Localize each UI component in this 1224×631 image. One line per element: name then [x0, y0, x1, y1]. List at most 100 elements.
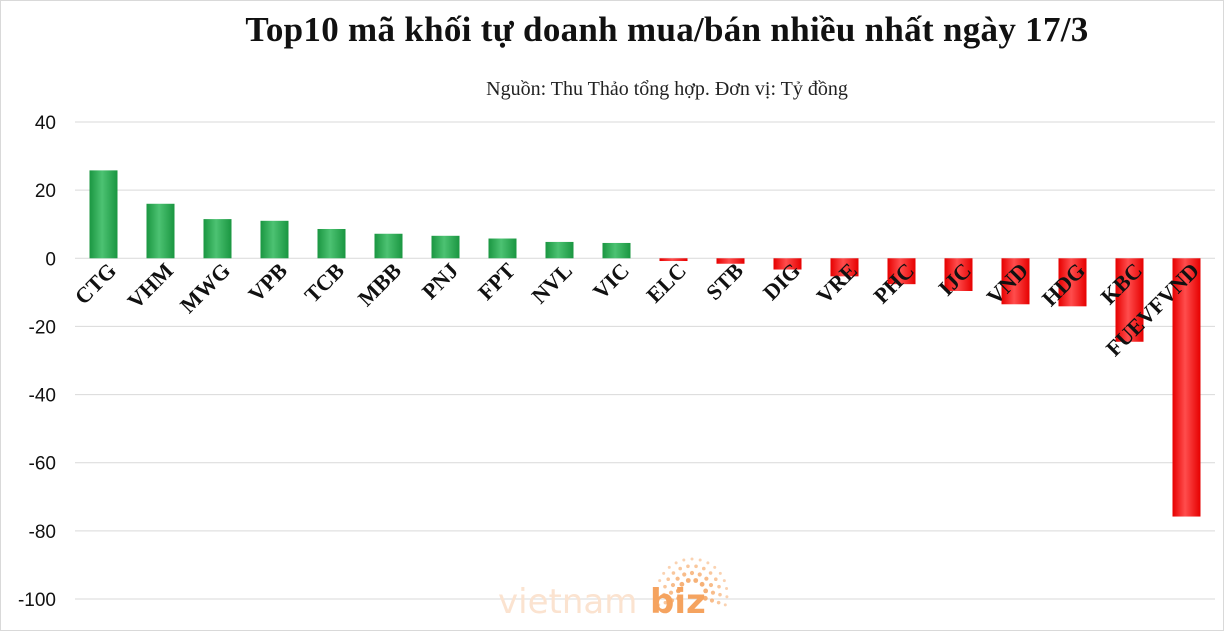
bar-ctg — [89, 170, 118, 259]
bar-fuevfvnd — [1172, 258, 1201, 517]
icon-dot — [713, 577, 718, 582]
icon-dot — [703, 588, 709, 594]
icon-dot — [655, 595, 659, 599]
icon-dot — [676, 595, 682, 601]
icon-dot — [708, 582, 714, 588]
icon-dot — [686, 564, 690, 569]
icon-dot — [718, 592, 722, 597]
x-tick-label: ELC — [641, 258, 691, 308]
icon-dot — [679, 581, 685, 587]
bar-stb — [716, 258, 745, 264]
bar-phc — [887, 258, 916, 285]
icon-dot — [690, 557, 694, 561]
bar-mwg — [203, 219, 232, 259]
x-tick-label: MBB — [353, 258, 406, 311]
y-tick-label: -20 — [29, 317, 56, 338]
x-tick-label: NVL — [527, 258, 578, 309]
y-tick-label: 40 — [35, 113, 56, 134]
x-tick-label: VIC — [588, 258, 634, 304]
grid-layer — [75, 121, 1215, 600]
icon-dot — [708, 571, 713, 575]
x-tick-label: CTG — [70, 258, 121, 309]
y-tick-label: -100 — [18, 590, 56, 611]
bar-vnd — [1001, 258, 1030, 305]
y-tick-label: -80 — [29, 522, 56, 543]
y-tick-label: 0 — [45, 249, 56, 270]
icon-dot — [704, 576, 709, 581]
bar-elc — [659, 258, 688, 262]
x-tick-label: FPT — [473, 258, 520, 305]
watermark-text-vietnam: vietnam — [498, 582, 637, 622]
icon-dot — [709, 598, 715, 603]
icon-dot — [713, 565, 717, 569]
bar-pnj — [431, 235, 460, 259]
y-tick-label: 20 — [35, 181, 56, 202]
bar-fpt — [488, 238, 517, 259]
bar-ijc — [944, 258, 973, 291]
chart-title: Top10 mã khối tự doanh mua/bán nhiều nhấ… — [245, 10, 1089, 49]
y-axis: 40 20 0 -20 -40 -60 -80 -100 — [18, 113, 56, 611]
icon-dot — [701, 566, 706, 571]
icon-dot — [662, 571, 666, 575]
bars — [89, 170, 1201, 517]
icon-dot — [663, 584, 667, 589]
x-tick-label: MWG — [175, 258, 235, 318]
icon-dot — [668, 590, 674, 595]
x-tick-label: TCB — [299, 258, 349, 308]
bar-hdg — [1058, 258, 1087, 307]
icon-dot — [694, 564, 698, 569]
x-tick-label: PNJ — [417, 258, 463, 304]
icon-dot — [658, 579, 662, 583]
bar-dig — [773, 258, 802, 270]
bar-kbc — [1115, 258, 1144, 342]
icon-dot — [675, 588, 681, 594]
sunburst-dots-icon — [655, 557, 729, 607]
icon-dot — [667, 565, 671, 569]
icon-dot — [671, 571, 676, 575]
bar-tcb — [317, 228, 346, 259]
icon-dot — [682, 558, 686, 562]
bar-nvl — [545, 241, 574, 259]
icon-dot — [723, 603, 727, 607]
icon-dot — [669, 598, 675, 603]
icon-dot — [655, 587, 659, 591]
icon-dot — [722, 579, 726, 583]
y-tick-label: -60 — [29, 454, 56, 475]
icon-dot — [685, 578, 691, 583]
icon-dot — [678, 566, 683, 571]
x-tick-label: STB — [701, 258, 748, 305]
bar-vhm — [146, 203, 175, 259]
y-tick-label: -40 — [29, 386, 56, 407]
icon-dot — [693, 578, 699, 583]
icon-dot — [674, 561, 678, 565]
icon-dot — [725, 587, 729, 591]
x-tick-label: VPB — [243, 258, 292, 307]
icon-dot — [689, 570, 695, 576]
icon-dot — [697, 572, 702, 577]
chart-subtitle: Nguồn: Thu Thảo tổng hợp. Đơn vị: Tỷ đồn… — [486, 78, 848, 100]
icon-dot — [670, 582, 676, 588]
icon-dot — [657, 603, 661, 607]
bar-vic — [602, 242, 631, 259]
icon-dot — [716, 600, 721, 605]
icon-dot — [717, 584, 721, 589]
icon-dot — [702, 595, 708, 601]
icon-dot — [710, 590, 716, 595]
icon-dot — [682, 572, 687, 577]
icon-dot — [663, 600, 668, 605]
x-tick-label: VHM — [122, 258, 178, 314]
bar-vpb — [260, 220, 289, 259]
icon-dot — [725, 595, 729, 599]
icon-dot — [699, 581, 705, 587]
icon-dot — [698, 558, 702, 562]
icon-dot — [675, 576, 680, 581]
icon-dot — [662, 592, 666, 597]
icon-dot — [666, 577, 671, 582]
bar-vre — [830, 258, 859, 277]
bar-mbb — [374, 233, 403, 259]
icon-dot — [706, 561, 710, 565]
icon-dot — [718, 571, 722, 575]
watermark: vietnam biz — [498, 557, 729, 622]
